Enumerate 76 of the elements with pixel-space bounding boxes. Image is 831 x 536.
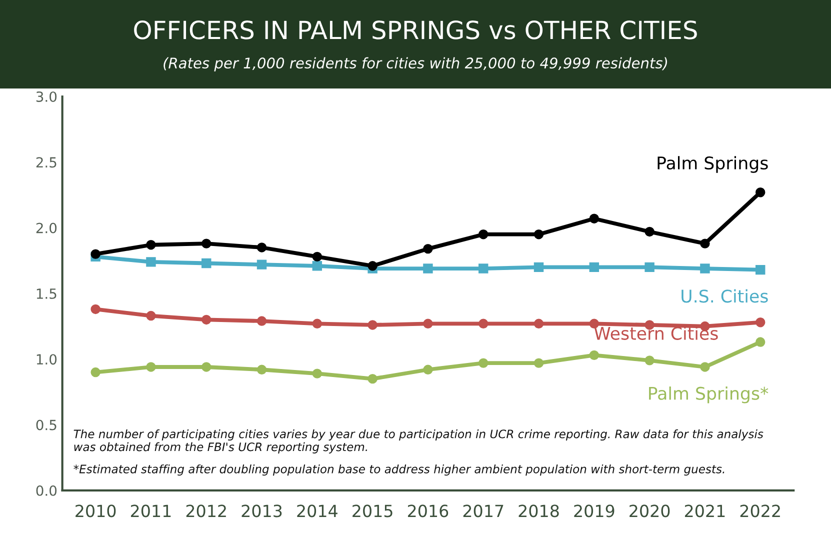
x-tick-label: 2010 xyxy=(76,504,116,518)
point xyxy=(146,362,156,372)
point xyxy=(312,368,322,378)
point xyxy=(256,260,267,270)
point xyxy=(756,264,766,275)
annotation: The number of participating cities varies by year due to participation in UCR crime reporting. Raw data for this analysis was obtained from the FBI's UCR reporting system. xyxy=(74,429,764,454)
point xyxy=(589,318,600,329)
point xyxy=(90,249,100,259)
point xyxy=(478,358,488,368)
x-tick-label: 2020 xyxy=(630,504,670,518)
point xyxy=(644,262,654,272)
y-tick-label: 3.0 xyxy=(36,91,57,102)
y-tick-label: 2.5 xyxy=(36,157,56,168)
point xyxy=(90,304,100,314)
x-tick-label: 2012 xyxy=(186,504,226,518)
x-tick-label: 2017 xyxy=(463,504,504,518)
x-tick-label: 2013 xyxy=(242,504,282,518)
point xyxy=(589,350,600,360)
point xyxy=(700,264,710,274)
point xyxy=(478,318,488,329)
point xyxy=(312,252,322,262)
series-label: Palm Springs* xyxy=(649,386,768,404)
series-label: Palm Springs xyxy=(658,156,768,173)
point xyxy=(368,261,378,271)
point xyxy=(146,240,156,250)
y-tick-label: 2.0 xyxy=(36,222,57,234)
y-tick-label: 1.5 xyxy=(36,288,56,299)
point xyxy=(146,257,156,267)
point xyxy=(700,362,710,372)
x-tick-label: 2014 xyxy=(297,504,338,518)
point xyxy=(534,262,544,272)
point xyxy=(368,320,378,330)
annotation: *Estimated staffing after doubling population base to address higher ambient population with short-term guests. xyxy=(74,464,724,476)
series-label: U.S. Cities xyxy=(682,289,768,303)
point xyxy=(423,318,433,329)
point xyxy=(312,318,322,329)
point xyxy=(202,238,212,248)
x-tick-label: 2015 xyxy=(352,504,392,518)
x-tick-label: 2011 xyxy=(130,504,171,518)
point xyxy=(644,356,654,366)
y-tick-label: 0.5 xyxy=(36,420,56,430)
point xyxy=(146,310,156,321)
x-tick-label: 2022 xyxy=(740,504,780,518)
series-label: Western Cities xyxy=(594,326,718,340)
point xyxy=(589,214,600,224)
point xyxy=(756,187,766,198)
point xyxy=(202,258,212,268)
point xyxy=(312,261,322,271)
point xyxy=(90,367,100,378)
point xyxy=(202,362,212,372)
point xyxy=(256,364,267,374)
x-tick-label: 2018 xyxy=(518,504,559,518)
x-tick-label: 2019 xyxy=(574,504,614,518)
point xyxy=(534,230,544,240)
point xyxy=(423,364,433,374)
point xyxy=(534,358,544,368)
y-tick-label: 0.0 xyxy=(36,485,57,496)
x-tick-label: 2021 xyxy=(684,504,725,518)
point xyxy=(256,316,267,326)
point xyxy=(256,242,267,252)
point xyxy=(423,244,433,254)
point xyxy=(700,238,710,248)
point xyxy=(756,317,766,328)
chart-subtitle: (Rates per 1,000 residents for cities with 25,000 to 49,999 residents) xyxy=(164,57,668,72)
y-tick-label: 1.0 xyxy=(36,354,57,365)
point xyxy=(589,262,600,272)
point xyxy=(644,226,654,237)
point xyxy=(478,230,488,240)
point xyxy=(756,337,766,347)
chart-title: OFFICERS IN PALM SPRINGS vs OTHER CITIES xyxy=(134,20,697,40)
point xyxy=(478,264,488,274)
point xyxy=(202,314,212,325)
point xyxy=(534,318,544,329)
point xyxy=(368,374,378,384)
x-tick-label: 2016 xyxy=(408,504,448,518)
point xyxy=(423,264,433,274)
